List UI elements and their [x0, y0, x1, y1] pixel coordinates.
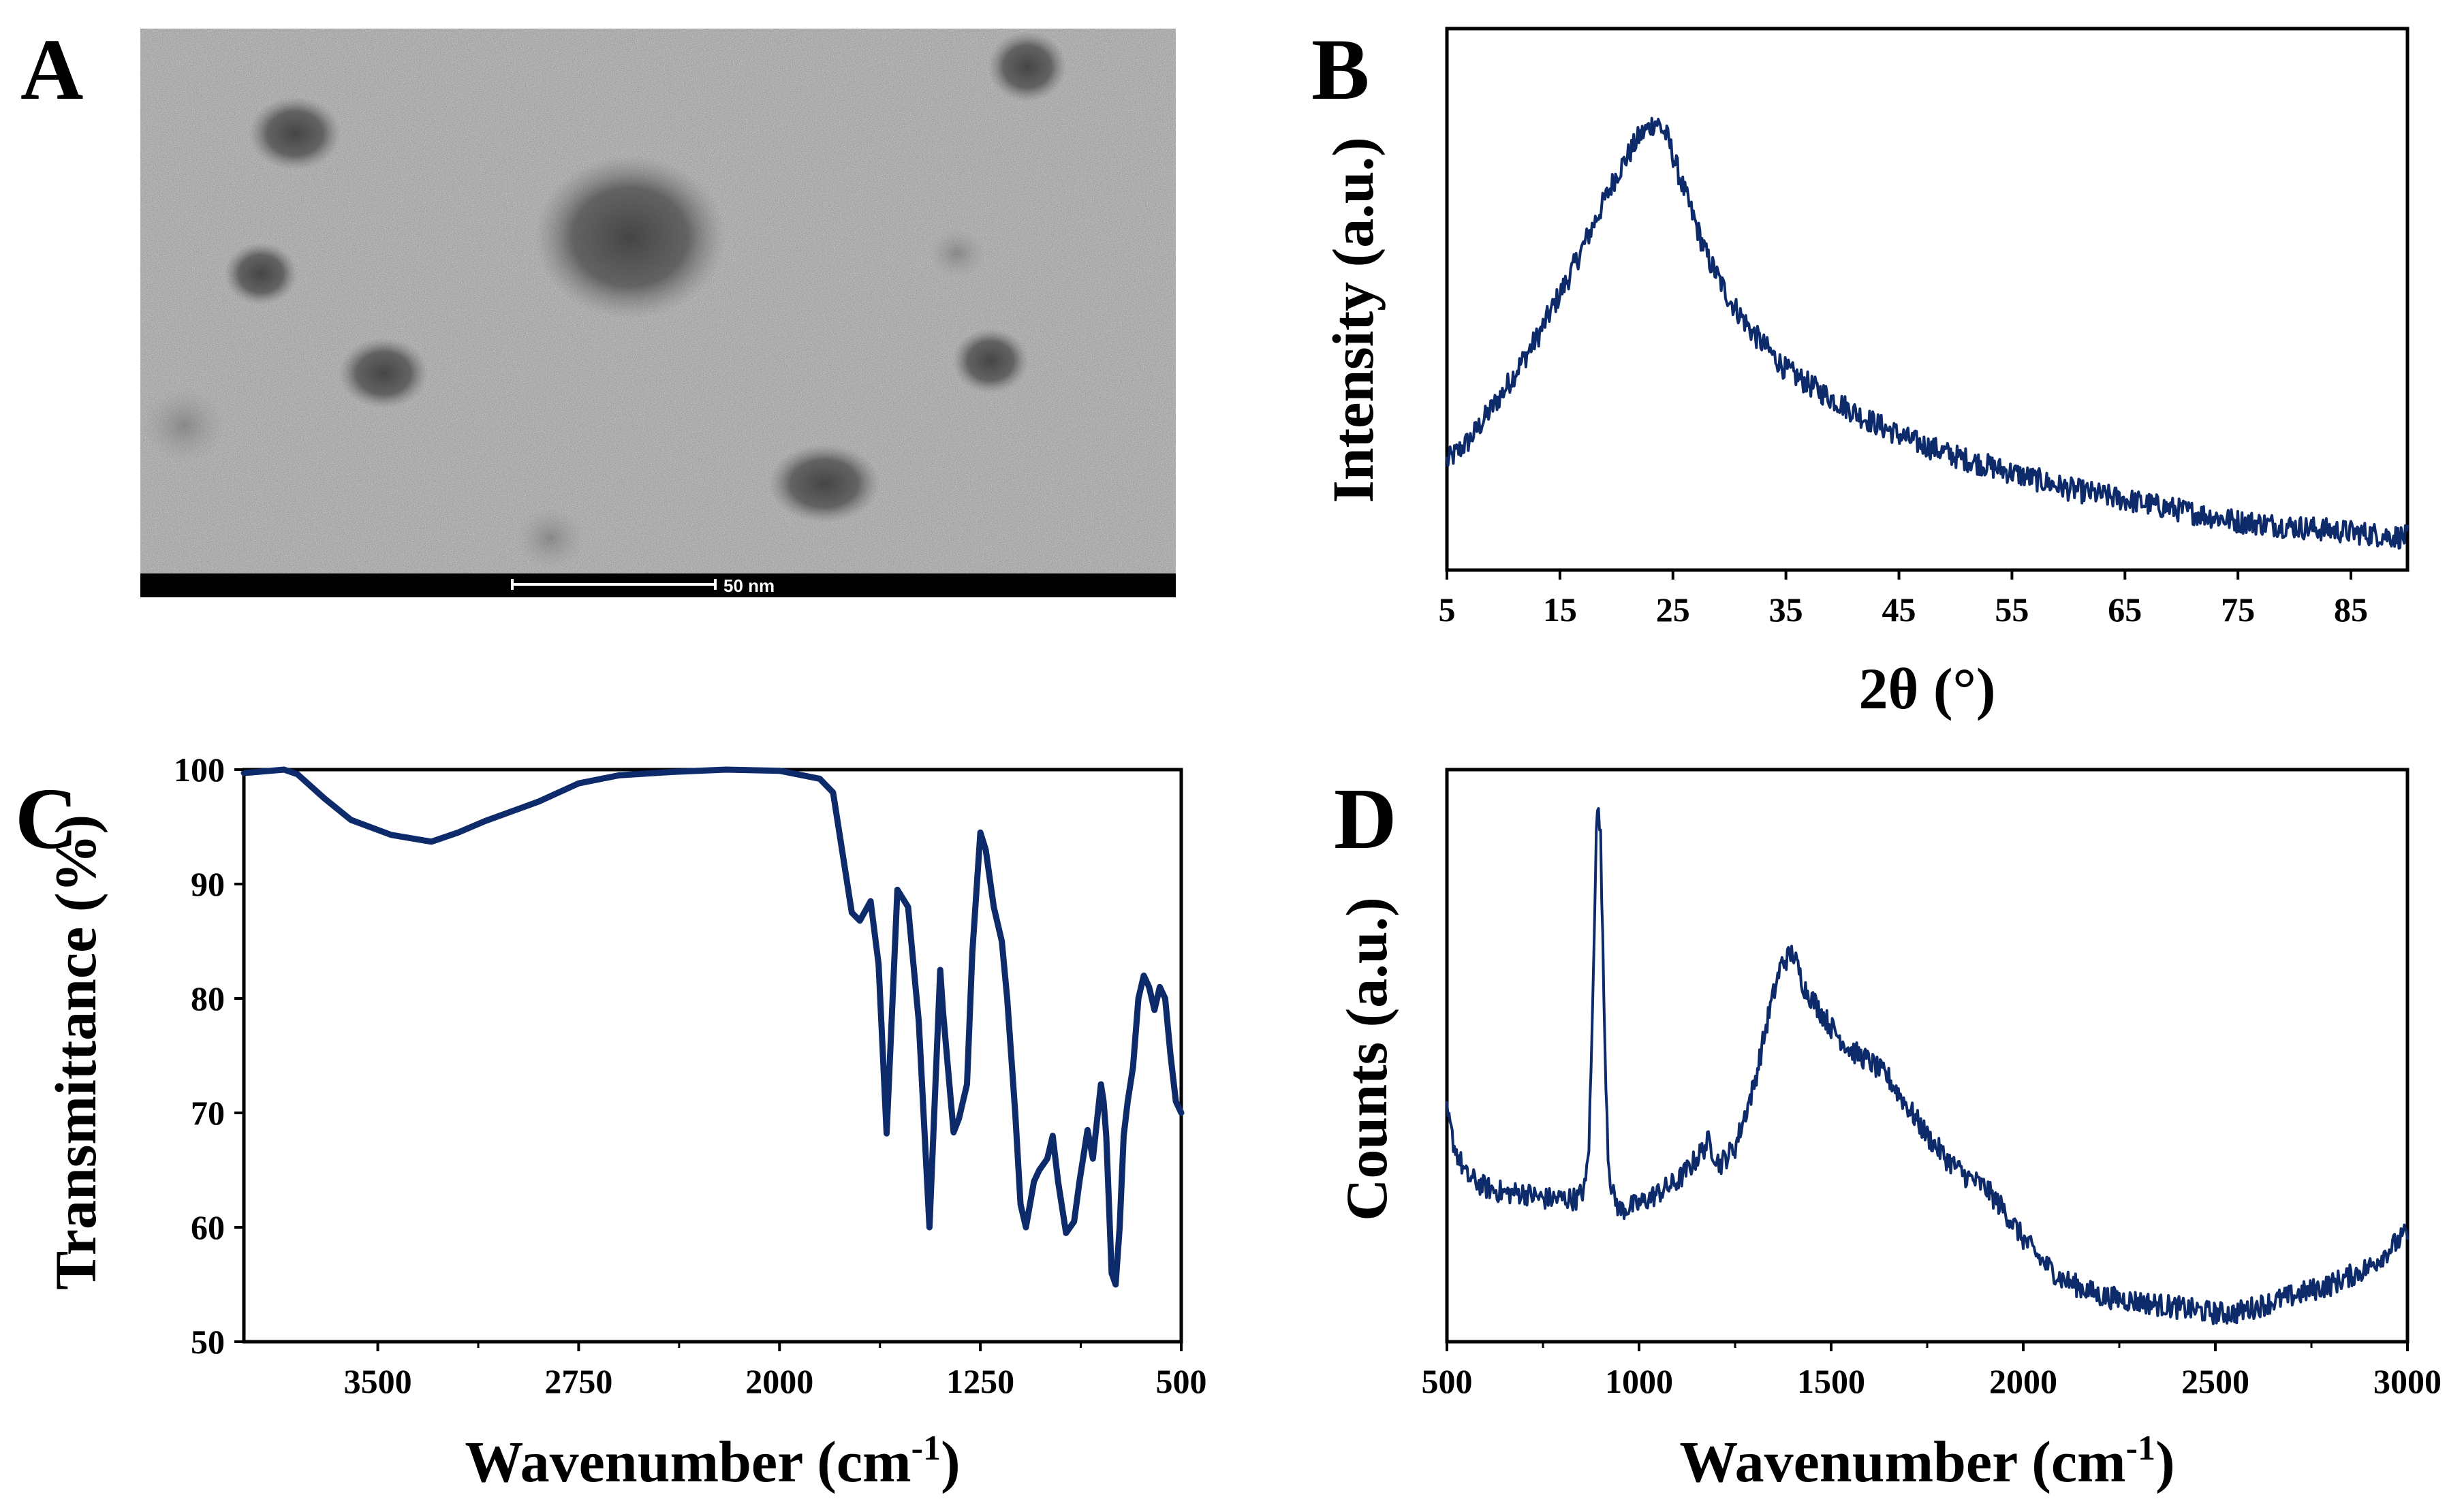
chart-c-frame — [242, 768, 1183, 1344]
chart-c-y-tick-label: 90 — [191, 865, 225, 903]
chart-c-y-ticks: 50 60 70 80 90 100 — [174, 751, 244, 1361]
chart-b-x-tick-label: 15 — [1543, 590, 1577, 629]
chart-c-series — [240, 766, 1185, 1288]
chart-c-x-tick-label: 2750 — [544, 1362, 612, 1400]
nanoparticle-faint — [929, 229, 986, 278]
chart-d-y-axis-title: Counts (a.u.) — [1334, 897, 1399, 1220]
chart-b-x-tick-label: 5 — [1439, 590, 1456, 629]
chart-b-line-xrd — [1446, 116, 2409, 550]
chart-b-x-tick-label: 85 — [2334, 590, 2368, 629]
chart-d-series — [1446, 806, 2409, 1325]
panel-c: C 3500 2750 2000 1250 500 50 60 70 80 90 100 Wave… — [15, 751, 1207, 1494]
chart-c-x-tick-label: 500 — [1156, 1362, 1207, 1400]
nanoparticle — [535, 155, 726, 319]
nanoparticle-faint — [143, 388, 225, 463]
chart-c-y-tick-label: 70 — [191, 1094, 225, 1132]
chart-c-y-tick-label: 60 — [191, 1208, 225, 1246]
chart-c-line-ftir — [240, 766, 1185, 1288]
chart-c-x-axis-title: Wavenumber (cm-1) — [465, 1429, 960, 1494]
panel-d: D 500 1000 1500 2000 2500 3000 Wavenumber (cm… — [1334, 768, 2442, 1494]
nanoparticle — [249, 97, 341, 170]
chart-b-x-tick-label: 35 — [1769, 590, 1803, 629]
nanoparticle — [952, 328, 1029, 394]
panel-a: A 50 nm — [20, 21, 1176, 597]
nanoparticle — [224, 242, 298, 305]
nanoparticle-faint — [516, 507, 584, 569]
panel-letter-d: D — [1334, 770, 1397, 867]
chart-b-x-tick-label: 55 — [1995, 590, 2029, 629]
chart-b-x-axis-title: 2θ (°) — [1858, 656, 1995, 721]
nanoparticle — [768, 444, 880, 523]
chart-c-y-axis-title: Transmittance (%) — [43, 815, 108, 1290]
chart-d-x-ticks: 500 1000 1500 2000 2500 3000 — [1422, 1342, 2442, 1400]
chart-d-x-axis-title-close: ) — [2155, 1429, 2175, 1494]
chart-d-x-tick-label: 1500 — [1797, 1362, 1865, 1400]
chart-c-x-tick-label: 1250 — [946, 1362, 1014, 1400]
panel-letter-c: C — [15, 770, 78, 867]
chart-c-x-axis-title-sup: -1 — [911, 1429, 941, 1468]
chart-b-x-tick-label: 65 — [2108, 590, 2142, 629]
chart-d-x-axis-title-sup: -1 — [2126, 1429, 2155, 1468]
chart-b-frame — [1445, 27, 2410, 572]
chart-b-x-tick-label: 75 — [2221, 590, 2255, 629]
chart-c-x-axis-title-close: ) — [941, 1429, 961, 1494]
chart-d-x-tick-label: 2500 — [2181, 1362, 2249, 1400]
chart-d-line-raman — [1446, 806, 2409, 1325]
chart-c-y-tick-label: 80 — [191, 979, 225, 1018]
panel-b: B 5 15 25 35 45 55 65 75 85 2θ (°) Intensity (a.… — [1311, 21, 2410, 721]
chart-d-x-tick-label: 500 — [1422, 1362, 1473, 1400]
chart-c-x-ticks: 3500 2750 2000 1250 500 — [344, 1342, 1207, 1400]
chart-c-x-axis-title-main: Wavenumber (cm — [465, 1429, 911, 1494]
chart-b-x-tick-label: 25 — [1656, 590, 1690, 629]
chart-b-series — [1446, 116, 2409, 550]
chart-d-x-axis-title: Wavenumber (cm-1) — [1679, 1429, 2174, 1494]
chart-b-y-axis-title: Intensity (a.u.) — [1320, 137, 1386, 503]
chart-c-y-tick-label: 100 — [174, 751, 225, 789]
chart-b-x-tick-label: 45 — [1882, 590, 1916, 629]
chart-c-x-tick-label: 2000 — [745, 1362, 813, 1400]
chart-d-x-tick-label: 3000 — [2373, 1362, 2442, 1400]
nanoparticle — [988, 31, 1067, 102]
chart-b-x-ticks: 5 15 25 35 45 55 65 75 85 — [1439, 570, 2368, 629]
chart-d-x-tick-label: 1000 — [1605, 1362, 1673, 1400]
chart-d-x-tick-label: 2000 — [1989, 1362, 2057, 1400]
nanoparticle — [339, 338, 428, 409]
panel-letter-b: B — [1311, 21, 1369, 118]
chart-c-x-tick-label: 3500 — [344, 1362, 412, 1400]
chart-c-y-tick-label: 50 — [191, 1323, 225, 1361]
panel-letter-a: A — [20, 21, 83, 118]
scale-bar-label: 50 nm — [723, 576, 775, 596]
chart-d-x-axis-title-main: Wavenumber (cm — [1679, 1429, 2125, 1494]
